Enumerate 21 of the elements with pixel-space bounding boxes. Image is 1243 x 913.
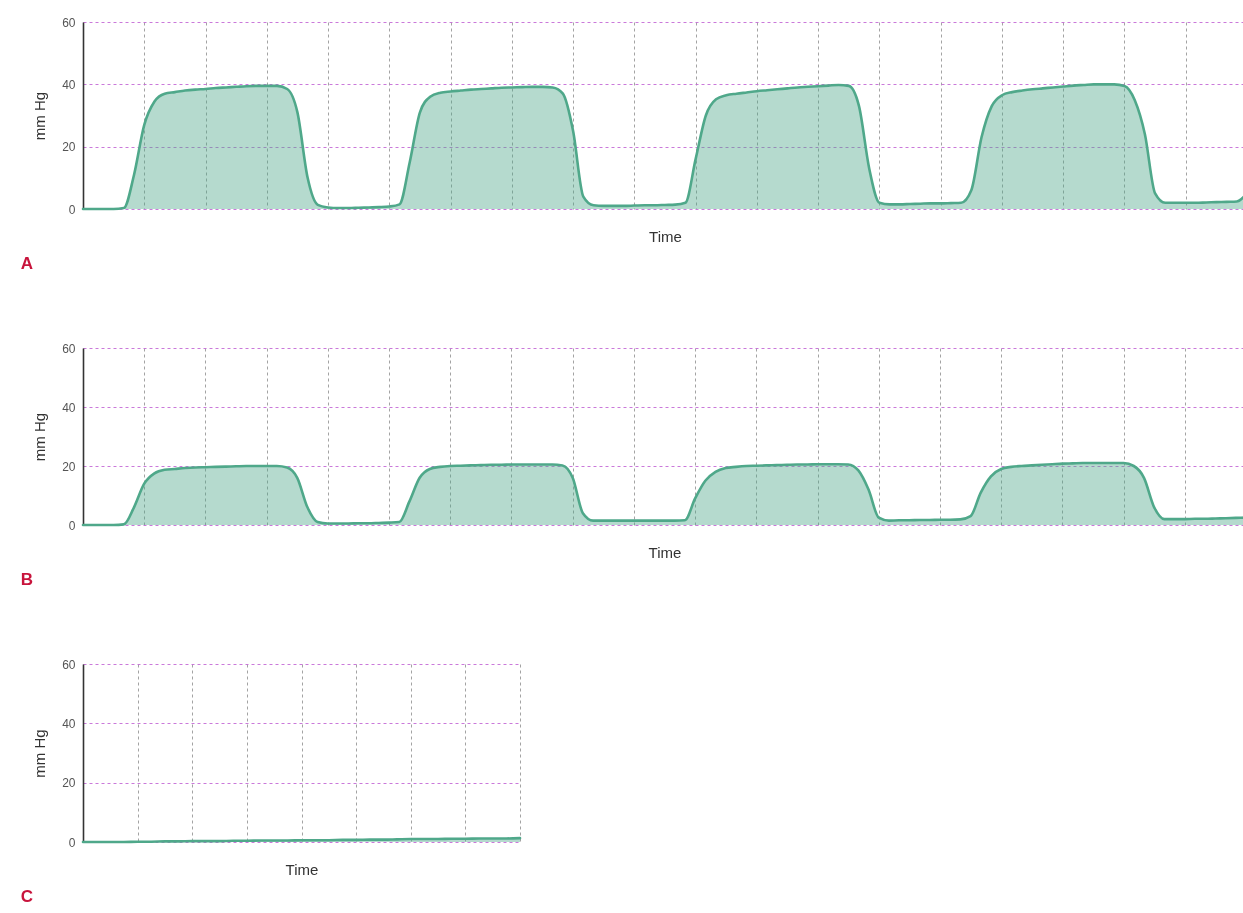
text: C xyxy=(20,887,33,906)
y-tick-label: 60 xyxy=(62,15,76,30)
text: A xyxy=(20,254,33,273)
x-axis-title: Time xyxy=(285,860,319,878)
y-tick-label: 60 xyxy=(62,657,76,672)
y-axis-title: mm Hg xyxy=(31,412,49,462)
y-tick-label: 40 xyxy=(62,400,76,415)
y-tick-label: 0 xyxy=(68,518,76,533)
y-tick-label: 40 xyxy=(62,77,76,92)
x-axis-title: Time xyxy=(649,227,682,245)
y-tick-label: 0 xyxy=(68,835,76,850)
y-axis-title: mm Hg xyxy=(31,91,49,141)
y-axis-title: mm Hg xyxy=(31,729,49,778)
x-axis-title: Time xyxy=(648,543,682,561)
y-tick-label: 20 xyxy=(62,459,76,474)
y-tick-label: 40 xyxy=(62,716,76,731)
y-tick-label: 60 xyxy=(62,341,76,356)
text: B xyxy=(20,570,33,589)
y-tick-label: 20 xyxy=(62,776,76,791)
y-tick-label: 20 xyxy=(62,140,76,155)
y-tick-label: 0 xyxy=(68,202,76,217)
